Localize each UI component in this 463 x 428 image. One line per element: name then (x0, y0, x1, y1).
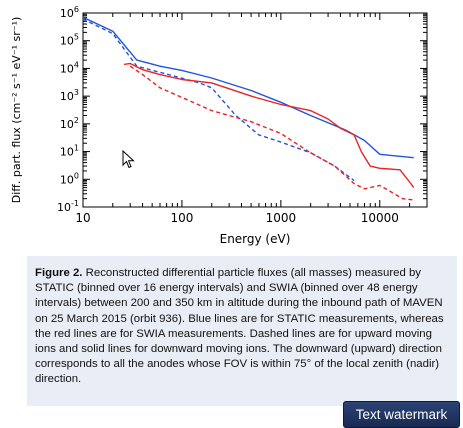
y-tick-label: 104 (60, 60, 79, 75)
plot-frame (82, 12, 428, 208)
series-line-4 (129, 65, 414, 201)
figure-caption: Figure 2. Reconstructed differential par… (35, 266, 449, 388)
y-tick-label: 100 (60, 171, 79, 186)
y-tick-label: 10-1 (57, 199, 79, 214)
y-axis-label: Diff. part. flux (cm⁻² s⁻¹ eV⁻¹ sr⁻¹) (10, 17, 23, 204)
caption-text: Reconstructed differential particle flux… (35, 267, 444, 386)
series-line-2 (82, 18, 355, 182)
axis-ticks (82, 12, 428, 208)
text-watermark-button[interactable]: Text watermark (343, 401, 460, 428)
x-tick-label: 1000 (266, 211, 297, 225)
x-tick-labels: 10 100 1000 10000 (75, 211, 399, 225)
series-line-3 (123, 62, 415, 189)
y-tick-label: 103 (60, 88, 79, 103)
y-tick-label: 102 (60, 116, 79, 131)
y-tick-labels: 106 105 104 103 102 101 100 10-1 (57, 5, 79, 214)
x-tick-label: 100 (170, 211, 193, 225)
x-tick-label: 10000 (361, 211, 399, 225)
y-tick-label: 105 (60, 33, 79, 48)
y-tick-label: 101 (60, 144, 79, 159)
x-axis-label: Energy (eV) (220, 232, 291, 246)
mouse-pointer-icon (122, 150, 135, 169)
flux-chart: 10 100 1000 10000 106 105 104 103 102 101 100 10-1… (10, 5, 428, 246)
series-line-1 (82, 16, 414, 159)
data-lines (82, 16, 415, 201)
x-tick-label: 10 (75, 211, 90, 225)
figure-label: Figure 2. (35, 267, 83, 279)
figure-caption-box: Figure 2. Reconstructed differential par… (27, 256, 457, 406)
y-tick-label: 106 (60, 5, 79, 20)
